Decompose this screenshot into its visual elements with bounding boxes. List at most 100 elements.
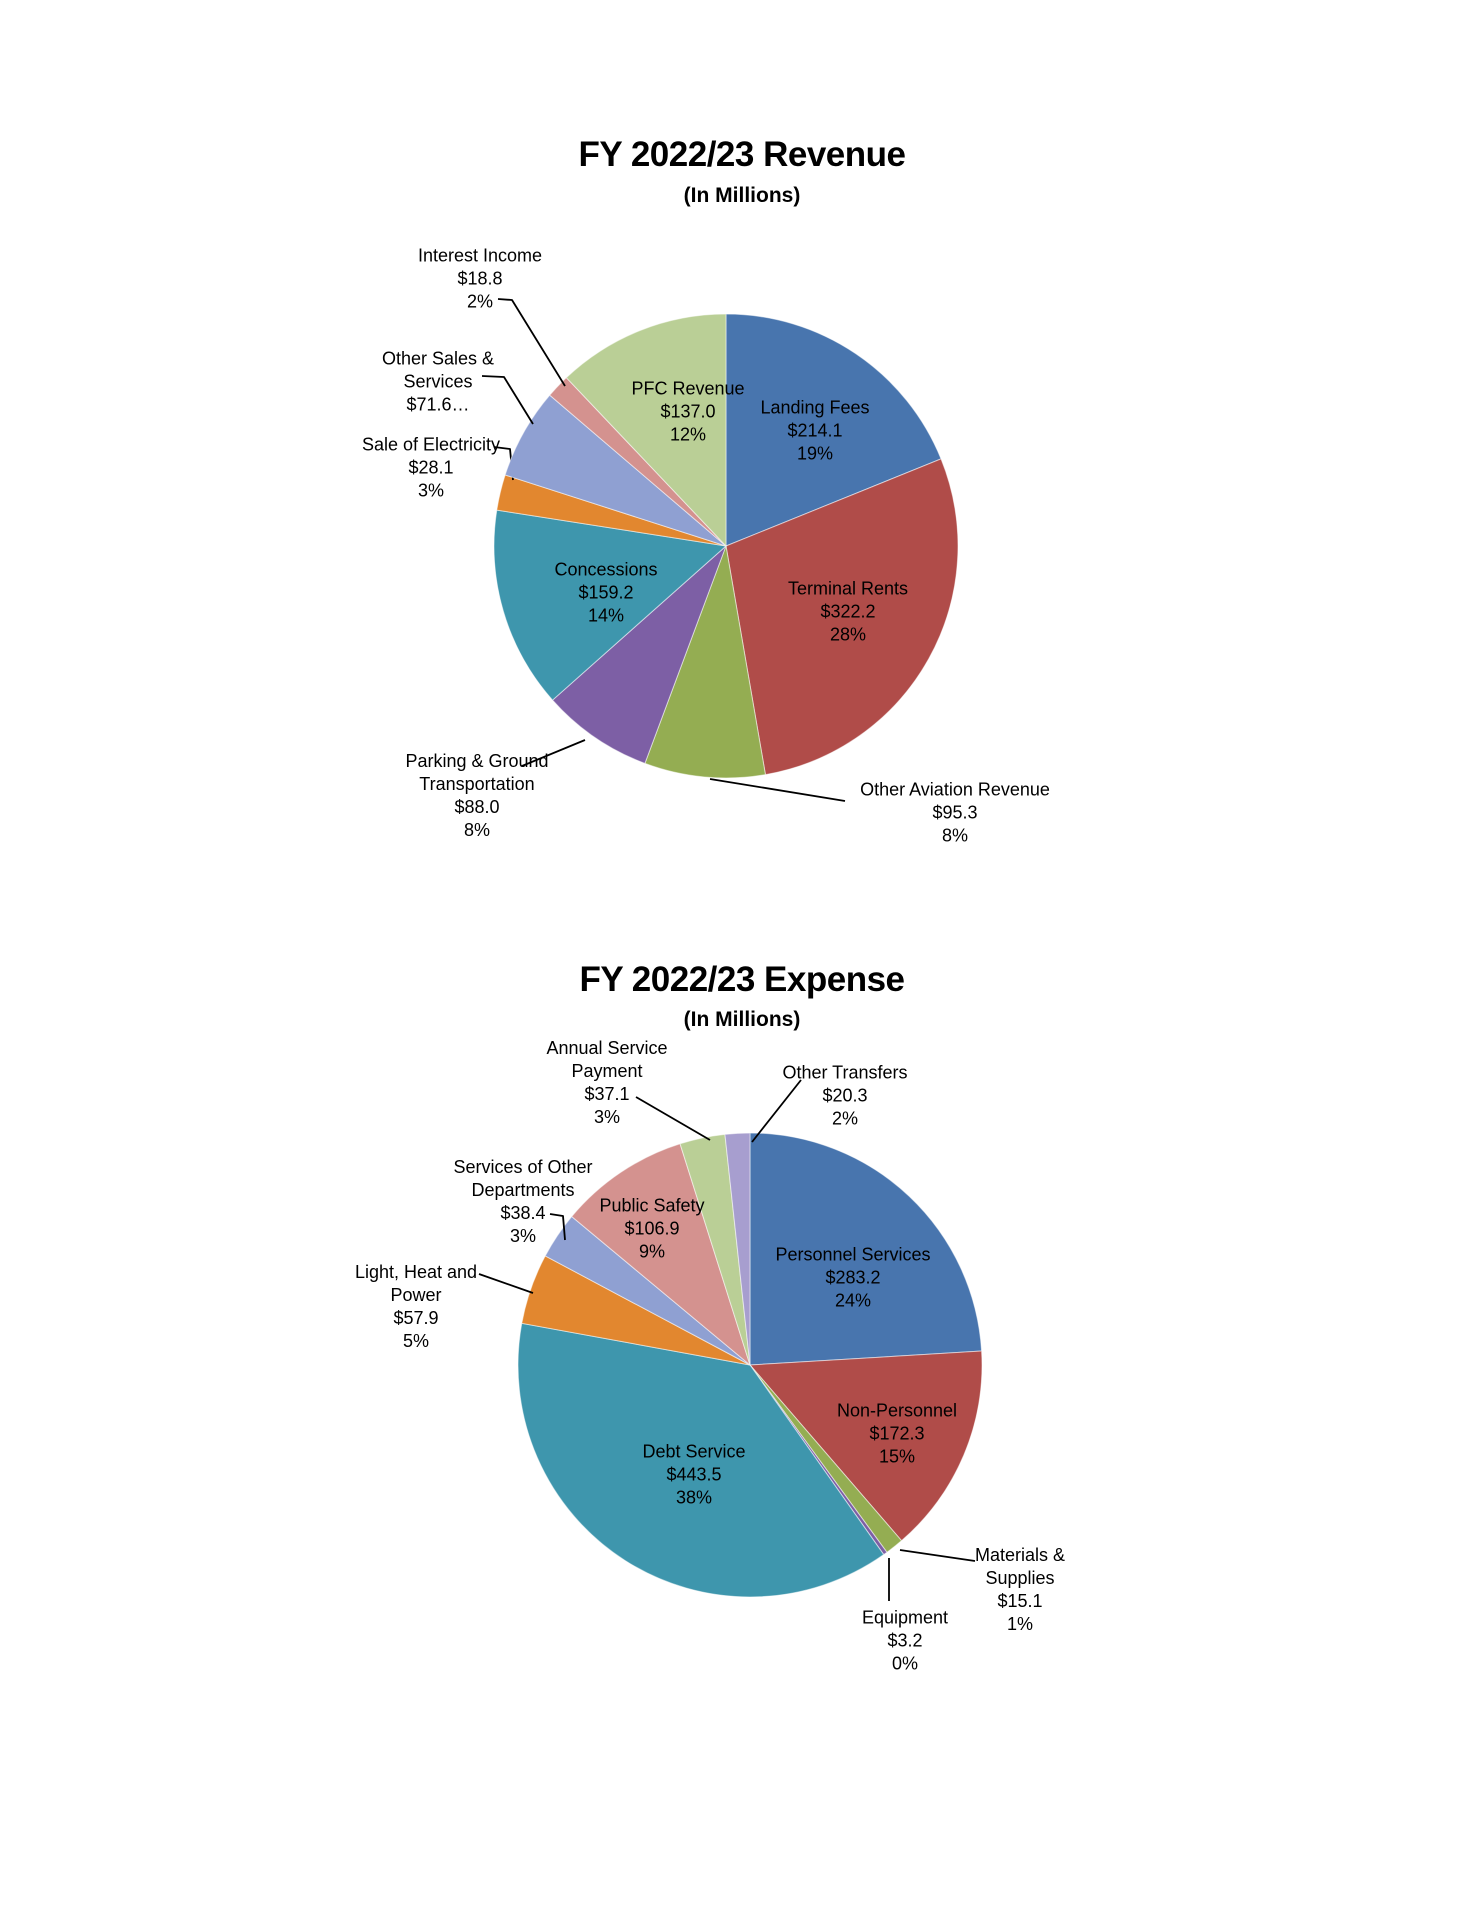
label-line: Other Aviation Revenue: [860, 779, 1050, 800]
leader-line-services-of-other-departments: [549, 1213, 566, 1241]
label-line: $28.1: [408, 457, 454, 478]
label-line: 8%: [463, 820, 491, 840]
slice-label-sale-of-electricity: Sale of Electricity $28.1 3%: [362, 434, 500, 503]
label-line: 15%: [878, 1446, 916, 1467]
label-line: 12%: [669, 424, 707, 445]
label-line: $37.1: [584, 1084, 630, 1104]
slice-label-materials-supplies: Materials & Supplies $15.1 1%: [975, 1544, 1065, 1636]
pie-slice-terminal-rents: [725, 458, 959, 776]
label-line: $15.1: [997, 1591, 1043, 1611]
label-line: $95.3: [932, 802, 978, 823]
label-line: 5%: [402, 1331, 429, 1351]
pie-slice-other-transfers: [724, 1132, 751, 1366]
label-line: Debt Service: [642, 1441, 746, 1462]
label-line: Public Safety: [599, 1195, 705, 1216]
label-line: Transportation: [419, 774, 535, 794]
pie-slice-parking-ground-transportation: [551, 545, 727, 765]
label-line: Materials &: [974, 1545, 1066, 1565]
leader-line-other-sales-services: [481, 375, 534, 425]
label-line: $443.5: [666, 1464, 722, 1485]
label-line: $18.8: [457, 268, 503, 289]
label-line: Other Sales &: [381, 348, 495, 369]
label-line: $71.6…: [406, 394, 470, 415]
label-line: 2%: [466, 291, 493, 312]
label-line: $106.9: [624, 1218, 680, 1239]
slice-label-landing-fees: Landing Fees $214.1 19%: [760, 397, 869, 466]
label-line: Landing Fees: [760, 397, 870, 418]
pie-slice-landing-fees: [725, 313, 942, 547]
label-line: 28%: [829, 624, 867, 645]
slice-label-other-transfers: Other Transfers $20.3 2%: [782, 1062, 907, 1131]
label-line: 3%: [417, 480, 444, 501]
label-line: Equipment: [861, 1607, 949, 1628]
leader-line-light-heat-and-power: [478, 1273, 534, 1294]
slice-label-debt-service: Debt Service $443.5 38%: [642, 1441, 745, 1510]
label-line: 0%: [891, 1653, 918, 1674]
label-line: $3.2: [887, 1630, 923, 1651]
label-line: Services of Other: [453, 1157, 593, 1177]
label-line: $322.2: [820, 601, 876, 622]
label-line: Payment: [571, 1061, 643, 1081]
label-line: $57.9: [393, 1308, 439, 1328]
label-line: 19%: [796, 443, 834, 464]
label-line: Sale of Electricity: [361, 434, 501, 455]
slice-label-public-safety: Public Safety $106.9 9%: [599, 1195, 704, 1264]
fy-2022-23-expense-pie: [478, 1079, 983, 1601]
label-line: $20.3: [822, 1085, 868, 1106]
pie-slice-non-personnel: [748, 1350, 983, 1542]
leader-line-other-transfers: [751, 1079, 802, 1143]
slice-label-pfc-revenue: PFC Revenue $137.0 12%: [631, 378, 744, 447]
label-line: 9%: [638, 1241, 665, 1262]
slice-label-terminal-rents: Terminal Rents $322.2 28%: [788, 578, 908, 647]
label-line: Non-Personnel: [836, 1400, 958, 1421]
pie-slice-personnel-services: [749, 1132, 983, 1366]
slice-label-concessions: Concessions $159.2 14%: [554, 559, 657, 628]
label-line: $172.3: [869, 1423, 925, 1444]
label-line: Terminal Rents: [787, 578, 909, 599]
label-line: $214.1: [787, 420, 843, 441]
pie-slice-public-safety: [571, 1143, 751, 1367]
label-line: Light, Heat and: [354, 1262, 478, 1282]
pie-slice-other-aviation-revenue: [644, 544, 767, 779]
label-line: Services: [403, 371, 473, 392]
label-line: Interest Income: [417, 245, 543, 266]
label-line: $137.0: [660, 401, 716, 422]
slice-label-other-aviation-revenue: Other Aviation Revenue $95.3 8%: [860, 779, 1050, 848]
label-line: $283.2: [825, 1267, 881, 1288]
label-line: 3%: [593, 1107, 621, 1127]
leader-line-other-aviation-revenue: [709, 778, 846, 802]
leader-line-annual-service-payment: [635, 1096, 711, 1141]
leader-line-materials-supplies: [899, 1549, 976, 1562]
leader-line-parking-ground-transportation: [521, 739, 586, 767]
label-line: $88.0: [454, 797, 500, 817]
slice-label-interest-income: Interest Income $18.8 2%: [418, 245, 542, 314]
fy-2022-23-revenue-pie: [481, 298, 959, 802]
label-line: $159.2: [578, 582, 634, 603]
label-line: Supplies: [985, 1568, 1055, 1588]
leader-line-interest-income: [497, 298, 566, 387]
pie-slice-concessions: [493, 509, 728, 701]
label-line: 1%: [1006, 1614, 1033, 1634]
label-line: Parking & Ground: [405, 751, 549, 771]
label-line: 3%: [509, 1226, 536, 1246]
label-line: Personnel Services: [775, 1244, 931, 1265]
label-line: Annual Service: [546, 1038, 668, 1058]
slice-label-light-heat-and-power: Light, Heat and Power $57.9 5%: [355, 1261, 477, 1353]
slice-label-parking-ground-transportation: Parking & Ground Transportation $88.0 8%: [405, 750, 548, 842]
label-line: 8%: [941, 825, 969, 846]
label-line: PFC Revenue: [631, 378, 745, 399]
label-line: 14%: [587, 605, 625, 626]
pie-slice-debt-service: [517, 1322, 885, 1598]
label-line: $38.4: [500, 1203, 546, 1223]
slice-label-non-personnel: Non-Personnel $172.3 15%: [837, 1400, 957, 1469]
revenue-chart-title: FY 2022/23 Revenue: [578, 135, 906, 174]
slice-label-services-of-other-departments: Services of Other Departments $38.4 3%: [453, 1156, 592, 1248]
slice-label-personnel-services: Personnel Services $283.2 24%: [775, 1244, 930, 1313]
label-line: 38%: [675, 1487, 713, 1508]
expense-chart-title: FY 2022/23 Expense: [579, 960, 905, 999]
label-line: Power: [390, 1285, 442, 1305]
label-line: Departments: [471, 1180, 575, 1200]
expense-chart-subtitle: (In Millions): [683, 1008, 801, 1031]
